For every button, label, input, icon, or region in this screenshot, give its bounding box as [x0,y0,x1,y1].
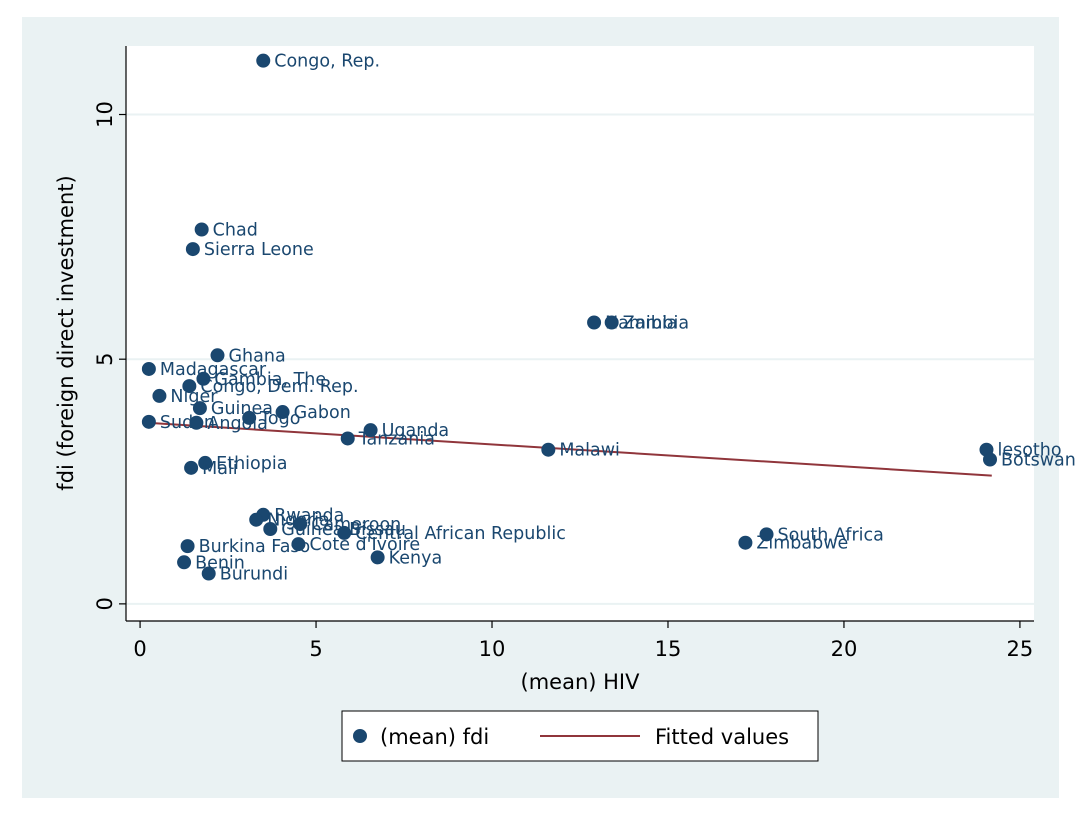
point-label-botswana: Botswana [1001,451,1076,471]
point-label-ghana: Ghana [229,346,286,366]
x-tick-label-15: 15 [655,637,682,661]
fitted-line-segment [147,421,992,477]
point-label-congo-rep: Congo, Rep. [274,52,380,72]
point-label-zimbabwe: Zimbabwe [756,534,848,554]
plot-area [126,46,1034,621]
legend: (mean) fdi Fitted values [341,710,819,762]
point-label-togo: Togo [259,409,300,429]
y-tick-label-0: 0 [93,597,117,610]
point-kenya [370,550,385,565]
point-nigeria [249,512,264,527]
point-togo [242,410,257,425]
point-ethiopia [198,455,213,470]
point-label-central-african-republic: Central African Republic [355,524,566,544]
fitted-values-line [147,421,992,477]
point-malawi [541,442,556,457]
point-angola [189,415,204,430]
y-axis-title: fdi (foreign direct investment) [54,175,78,490]
point-niger [152,388,167,403]
legend-label-fitted: Fitted values [655,725,789,749]
point-burundi [201,566,216,581]
point-uganda [363,423,378,438]
x-tick-label-5: 5 [309,637,322,661]
point-madagascar [141,361,156,376]
point-chad [194,222,209,237]
point-burkina-faso [180,539,195,554]
point-benin [177,555,192,570]
point-label-burundi: Burundi [220,565,288,585]
point-label-cote-d-ivoire: Cote d'Ivoire [309,535,420,555]
point-guinea [192,401,207,416]
point-central-african-republic [337,525,352,540]
point-gambia-the [196,371,211,386]
point-label-burkina-faso: Burkina Faso [199,537,311,557]
point-label-angola: Angola [207,414,267,434]
point-label-gabon: Gabon [294,403,351,423]
x-tick-label-10: 10 [479,637,506,661]
point-label-sierra-leone: Sierra Leone [204,240,314,260]
x-tick-label-20: 20 [831,637,858,661]
legend-label-fdi: (mean) fdi [380,725,489,749]
point-label-mali: Mali [202,459,238,479]
y-tick-label-5: 5 [93,353,117,366]
point-mali [184,460,199,475]
point-guinea-bissau [263,522,278,536]
point-tanzania [340,431,355,446]
x-tick-label-25: 25 [1007,637,1034,661]
point-gabon [275,405,290,420]
point-label-madagascar: Madagascar [160,360,267,380]
point-ghana [210,348,225,363]
x-tick-label-0: 0 [133,637,146,661]
point-congo-dem-rep [182,379,197,394]
point-label-uganda: Uganda [382,421,450,441]
x-axis-title: (mean) HIV [521,670,641,694]
point-zambia [604,315,619,330]
point-cameroon [293,517,308,532]
gridlines [126,113,1034,605]
point-sierra-leone [185,242,200,257]
point-label-ethiopia: Ethiopia [216,454,287,474]
point-zimbabwe [738,535,753,550]
point-label-chad: Chad [213,221,258,241]
axes: 0 5 10 0 5 10 15 20 25 [93,46,1034,661]
point-sudan [141,414,156,429]
point-botswana [983,452,998,467]
point-congo-rep [256,53,271,68]
point-label-tanzania: Tanzania [358,429,435,449]
point-namibia [587,315,602,330]
legend-marker-fdi [353,729,367,743]
point-label-congo-dem-rep: Congo, Dem. Rep. [200,377,358,397]
point-cote-d-ivoire [291,537,306,552]
point-label-zambia: Zambia [623,313,689,333]
point-label-south-africa: South Africa [778,525,884,545]
y-tick-label-10: 10 [93,101,117,128]
point-label-niger: Niger [170,387,218,407]
point-label-malawi: Malawi [559,441,620,461]
point-label-rwanda: Rwanda [274,506,344,526]
point-label-kenya: Kenya [389,548,443,568]
point-label-cameroon: Cameroon [311,515,401,535]
point-label-gambia-the: Gambia, The [214,370,326,390]
point-label-namibia: Namibia [605,313,677,333]
point-south-africa [759,527,774,542]
point-label-lesotho: lesotho [997,441,1061,461]
point-label-guinea: Guinea [211,399,273,419]
